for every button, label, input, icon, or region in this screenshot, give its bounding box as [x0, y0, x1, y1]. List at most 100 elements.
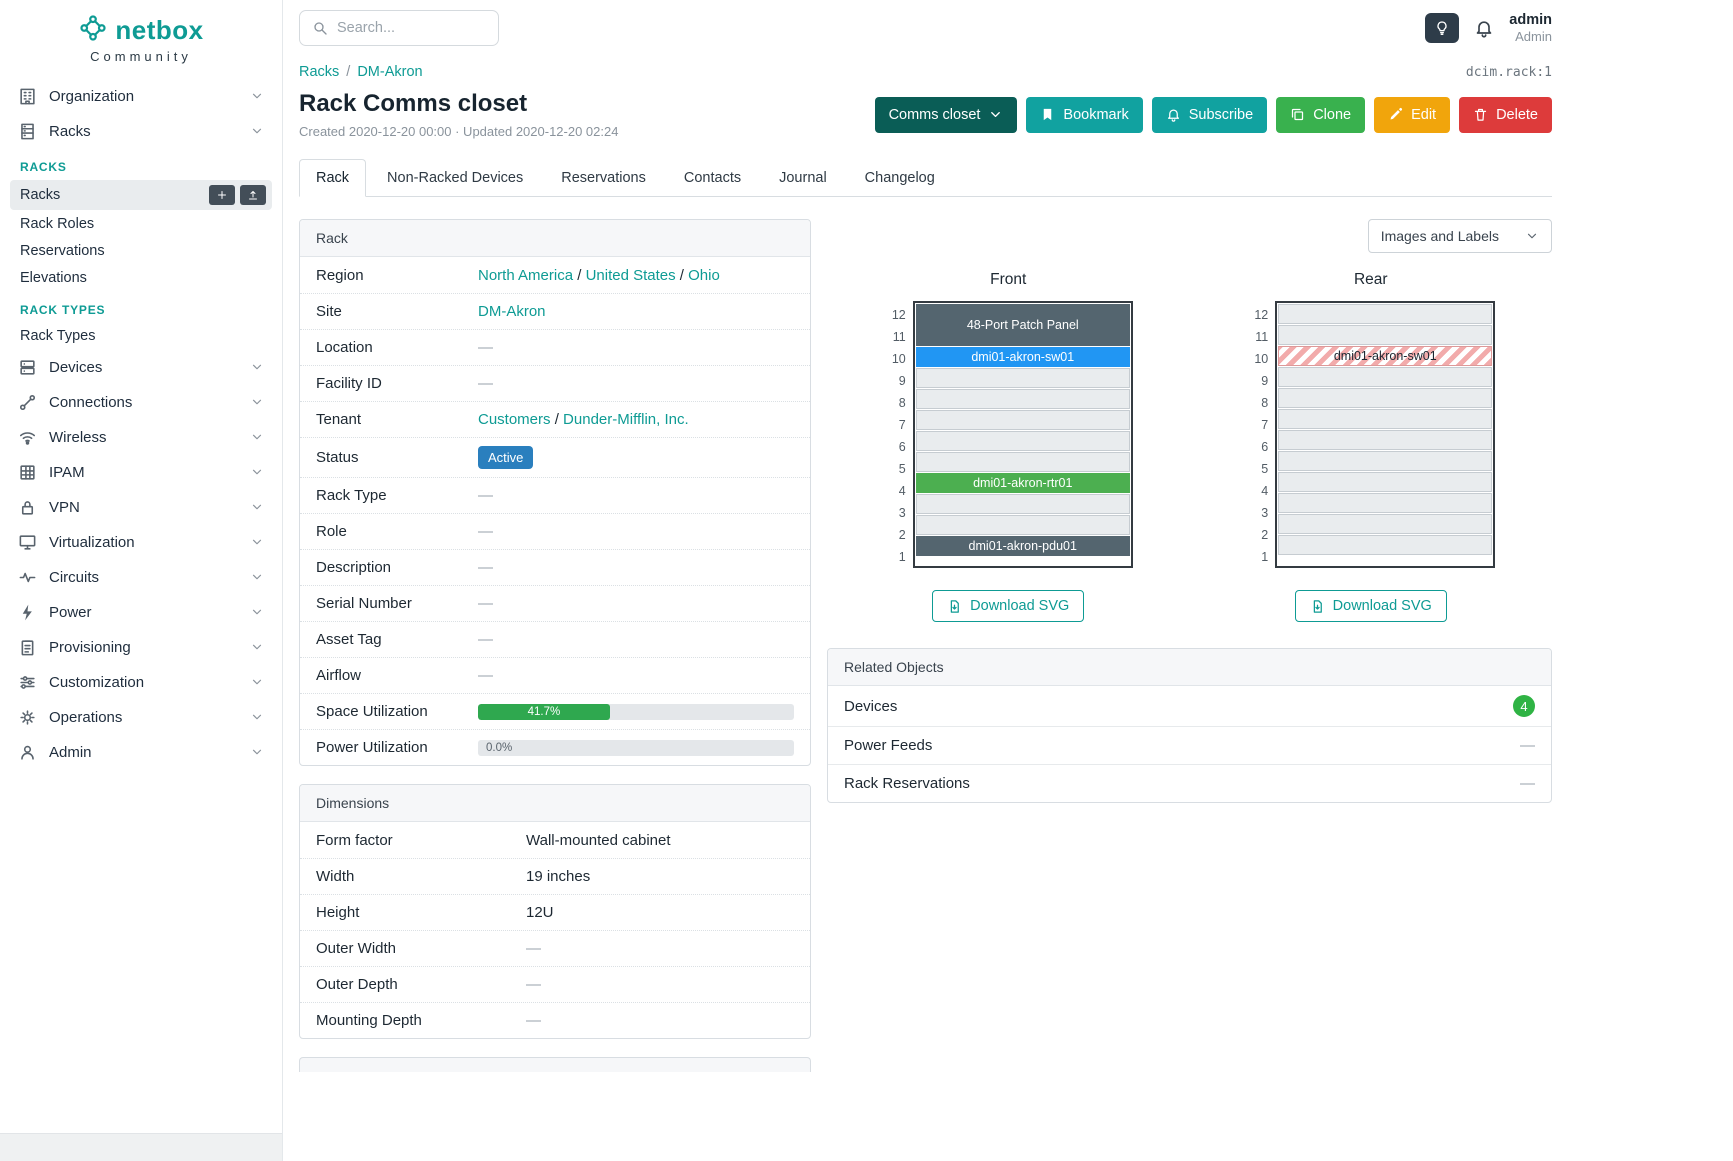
- rack-select-dropdown[interactable]: Comms closet: [874, 96, 1018, 133]
- edit-button[interactable]: Edit: [1374, 96, 1451, 133]
- page-actions: Comms closet Bookmark Subscribe Clone Edit De…: [874, 96, 1552, 133]
- rack-empty-slot[interactable]: [1278, 304, 1493, 324]
- rack-empty-slot[interactable]: [915, 410, 1130, 430]
- value-link-dunder-mifflin-inc[interactable]: Dunder-Mifflin, Inc.: [563, 411, 689, 428]
- chevron-down-icon: [250, 570, 264, 584]
- rack-device-dmi01-akron-rtr01[interactable]: dmi01-akron-rtr01: [915, 473, 1130, 493]
- sidebar-item-provisioning[interactable]: Provisioning: [10, 630, 272, 664]
- theme-toggle-button[interactable]: [1425, 12, 1460, 43]
- related-row-rack-reservations[interactable]: Rack Reservations —: [828, 764, 1551, 802]
- rack-empty-slot[interactable]: [1278, 325, 1493, 345]
- sidebar-item-ipam[interactable]: IPAM: [10, 455, 272, 489]
- user-menu[interactable]: admin Admin: [1509, 12, 1552, 45]
- rack-device-dmi01-akron-pdu01[interactable]: dmi01-akron-pdu01: [915, 536, 1130, 556]
- tab-rack[interactable]: Rack: [299, 159, 367, 197]
- value-link-customers[interactable]: Customers: [478, 411, 551, 428]
- netbox-logo-icon: [78, 13, 108, 48]
- sidebar-item-racks[interactable]: Racks: [10, 180, 272, 210]
- search-input[interactable]: [337, 20, 486, 36]
- sidebar-item-circuits[interactable]: Circuits: [10, 560, 272, 594]
- attr-row-rack-type: Rack Type —: [300, 477, 810, 513]
- subscribe-button[interactable]: Subscribe: [1151, 96, 1268, 133]
- notifications-bell-icon[interactable]: [1474, 18, 1494, 38]
- download-svg-rear-button[interactable]: Download SVG: [1294, 590, 1447, 622]
- value-link-united-states[interactable]: United States: [585, 266, 676, 284]
- rack-empty-slot[interactable]: [1278, 430, 1493, 450]
- rack-empty-slot[interactable]: [915, 431, 1130, 451]
- dimensions-attributes: Form factor Wall-mounted cabinet Width 19 i…: [300, 822, 810, 1038]
- rack-device-dmi01-akron-sw01[interactable]: dmi01-akron-sw01: [915, 347, 1130, 367]
- sidebar-item-power[interactable]: Power: [10, 595, 272, 629]
- rack-empty-slot[interactable]: [1278, 388, 1493, 408]
- rack-empty-slot[interactable]: [915, 389, 1130, 409]
- sidebar-item-operations[interactable]: Operations: [10, 700, 272, 734]
- tab-reservations[interactable]: Reservations: [561, 170, 646, 186]
- rack-empty-slot[interactable]: [1278, 535, 1493, 555]
- brand[interactable]: netbox Community: [0, 0, 282, 72]
- rack-empty-slot[interactable]: [1278, 367, 1493, 387]
- value-link-ohio[interactable]: Ohio: [688, 266, 720, 284]
- sidebar-item-vpn[interactable]: VPN: [10, 490, 272, 524]
- attr-row-facility-id: Facility ID —: [300, 365, 810, 401]
- bookmark-button[interactable]: Bookmark: [1026, 96, 1143, 133]
- tab-non-racked-devices[interactable]: Non-Racked Devices: [387, 170, 524, 186]
- rack-empty-slot[interactable]: [1278, 451, 1493, 471]
- rack-device-48-port-patch-panel[interactable]: 48-Port Patch Panel: [915, 304, 1130, 346]
- sidebar-section-heading: RACKS: [20, 160, 67, 174]
- lightbulb-icon: [1434, 20, 1450, 36]
- topbar: admin Admin: [283, 0, 1552, 56]
- trash-icon: [1473, 107, 1488, 122]
- rack-empty-slot[interactable]: [1278, 472, 1493, 492]
- value-link-north-america[interactable]: North America: [478, 266, 574, 284]
- attr-row-site: Site DM-Akron: [300, 293, 810, 329]
- rack-device-dmi01-akron-sw01[interactable]: dmi01-akron-sw01: [1278, 346, 1493, 366]
- sidebar-item-connections[interactable]: Connections: [10, 385, 272, 419]
- vpn-icon: [18, 497, 38, 517]
- sidebar-item-virtualization[interactable]: Virtualization: [10, 525, 272, 559]
- related-row-power-feeds[interactable]: Power Feeds —: [828, 726, 1551, 764]
- rack-empty-slot[interactable]: [915, 452, 1130, 472]
- sidebar-item-wireless[interactable]: Wireless: [10, 420, 272, 454]
- sidebar-item-organization[interactable]: Organization: [10, 79, 272, 113]
- sidebar-item-reservations[interactable]: Reservations: [20, 243, 105, 259]
- rack-empty-slot[interactable]: [915, 368, 1130, 388]
- sidebar-item-racks[interactable]: Racks: [10, 114, 272, 148]
- rack-attributes: Region North America / United States / Oh…: [300, 257, 810, 765]
- tab-changelog[interactable]: Changelog: [864, 170, 935, 186]
- tab-journal[interactable]: Journal: [779, 170, 827, 186]
- download-icon: [947, 599, 962, 614]
- download-svg-front-button[interactable]: Download SVG: [932, 590, 1085, 622]
- value-link-dm-akron[interactable]: DM-Akron: [478, 303, 546, 320]
- sidebar-item-devices[interactable]: Devices: [10, 350, 272, 384]
- rack-elevation-front: 48-Port Patch Panel dmi01-akron-sw01 dmi01…: [912, 301, 1133, 568]
- search-box[interactable]: [299, 10, 499, 46]
- clone-button[interactable]: Clone: [1276, 96, 1366, 133]
- pencil-icon: [1388, 107, 1403, 122]
- count-badge: 4: [1513, 695, 1535, 717]
- rack-empty-slot[interactable]: [1278, 409, 1493, 429]
- related-row-devices[interactable]: Devices 4: [828, 686, 1551, 726]
- sidebar-item-customization[interactable]: Customization: [10, 665, 272, 699]
- sidebar-item-rack-roles[interactable]: Rack Roles: [20, 216, 95, 232]
- breadcrumb-link-dm-akron[interactable]: DM-Akron: [357, 64, 423, 80]
- wireless-icon: [18, 427, 38, 447]
- import-button[interactable]: [240, 185, 266, 205]
- elevation-front-title: Front: [990, 271, 1027, 288]
- add-button[interactable]: [209, 185, 235, 205]
- rack-empty-slot[interactable]: [1278, 514, 1493, 534]
- plus-icon: [216, 189, 228, 201]
- tab-contacts[interactable]: Contacts: [683, 170, 742, 186]
- unit-number: 11: [892, 330, 906, 344]
- elevation-view-select[interactable]: Images and Labels: [1367, 219, 1552, 253]
- rack-empty-slot[interactable]: [915, 494, 1130, 514]
- delete-button[interactable]: Delete: [1459, 96, 1552, 133]
- brand-edition: Community: [90, 49, 192, 64]
- breadcrumb-link-racks[interactable]: Racks: [299, 64, 340, 80]
- attr-row-mounting-depth: Mounting Depth —: [300, 1002, 810, 1038]
- rack-card: Rack Region North America / United States…: [299, 219, 811, 766]
- sidebar-item-elevations[interactable]: Elevations: [20, 270, 87, 286]
- rack-empty-slot[interactable]: [1278, 493, 1493, 513]
- sidebar-item-rack-types[interactable]: Rack Types: [20, 328, 96, 344]
- rack-empty-slot[interactable]: [915, 515, 1130, 535]
- sidebar-item-admin[interactable]: Admin: [10, 735, 272, 769]
